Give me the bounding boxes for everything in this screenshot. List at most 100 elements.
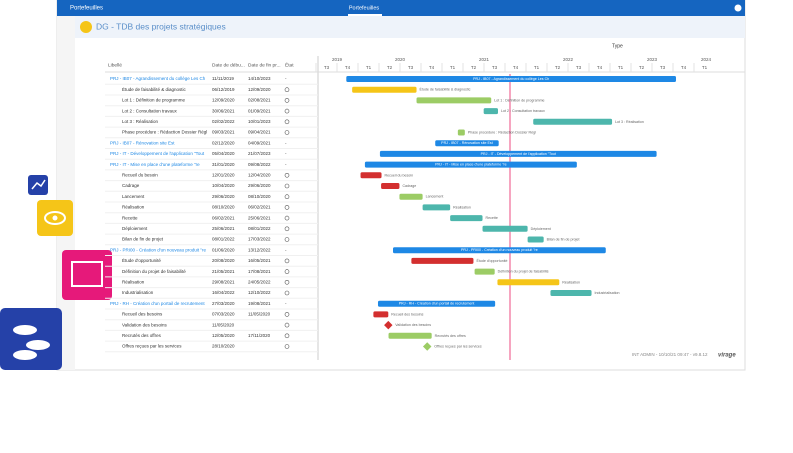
bar-label: PRJ - IT - Mise en place d'une plateform… [435, 163, 507, 167]
gantt-bar [346, 76, 676, 82]
gantt-bar [388, 332, 432, 339]
quarter-label: T1 [534, 65, 540, 70]
row-name: Phase procédure : Rédaction Dossier Régl [122, 130, 207, 135]
state-icon [284, 130, 290, 135]
row-name: Lot 3 : Réalisation [122, 119, 159, 124]
state-icon [284, 290, 290, 296]
row-end: 11/05/2020 [248, 312, 271, 317]
gantt-bar [416, 97, 492, 104]
row-end: 14/10/2023 [248, 76, 271, 81]
bar-label: Réalisation [562, 280, 580, 284]
quarter-label: T3 [576, 65, 582, 70]
quarter-label: T4 [429, 65, 435, 70]
row-end: 06/02/2021 [248, 205, 271, 210]
row-end: 17/03/2022 [248, 237, 271, 242]
row-start: 08/10/2020 [212, 205, 235, 210]
bar-label: PRJ - IB07 - Agrandissement du collège L… [473, 77, 549, 81]
bar-label: Étude d'opportunité [476, 258, 507, 263]
bar-label: PRJ - RH - Création d'un portail de recr… [399, 302, 475, 306]
bar-label: Étude de faisabilité & diagnostic [420, 87, 471, 92]
row-name: Recrutés des offres [122, 333, 162, 338]
quarter-label: T3 [660, 65, 666, 70]
row-start: 11/05/2020 [212, 322, 235, 327]
row-start: 09/03/2021 [212, 130, 235, 135]
row-start: 11/11/2019 [212, 76, 234, 81]
brand: virage [718, 353, 736, 359]
state-icon [284, 87, 290, 92]
row-name: Étude d'opportunité [122, 257, 161, 263]
bar-label: Lot 2 : Consultation travaux [501, 109, 545, 113]
row-end: 12/09/2020 [248, 87, 271, 92]
bar-label: Définition du projet de faisabilité [498, 270, 549, 274]
row-name: Lot 1 : Définition de programme [122, 98, 186, 103]
gantt-bar [352, 86, 417, 93]
row-state: - [285, 301, 287, 306]
quarter-label: T3 [492, 65, 498, 70]
gantt-bar [435, 140, 499, 147]
row-start: 02/02/2022 [212, 119, 235, 124]
row-end: 21/07/2023 [248, 151, 271, 156]
row-end: 24/05/2022 [248, 279, 271, 284]
row-start: 29/08/2021 [212, 279, 235, 284]
footer-info: INT ADMIN - 10/10/21 09:47 - v9.8.12 [632, 352, 708, 357]
gantt-bar [474, 268, 495, 275]
row-end: 17/11/2020 [248, 333, 271, 338]
quarter-label: T1 [618, 65, 624, 70]
row-start: 30/06/2021 [212, 108, 235, 113]
row-start: 16/04/2022 [212, 290, 235, 295]
gantt-bar [360, 172, 382, 179]
state-icon [284, 173, 290, 178]
row-end: 10/01/2023 [248, 119, 271, 124]
row-start: 12/05/2020 [212, 333, 235, 338]
row-start: 05/04/2020 [212, 151, 235, 156]
quarter-label: T1 [702, 65, 708, 70]
row-state: - [285, 151, 287, 156]
quarter-label: T4 [681, 65, 687, 70]
state-icon [284, 344, 290, 349]
state-icon [284, 98, 290, 103]
row-name: Lot 2 : Consultation travaux [122, 108, 178, 113]
gantt-bar [411, 257, 474, 264]
title-bar [75, 16, 745, 38]
row-end: 19/08/2021 [248, 301, 271, 306]
coin [13, 325, 37, 335]
quarter-label: T4 [597, 65, 603, 70]
chart-icon-line [31, 179, 46, 190]
bar-label: PRJ - PRI00 - Création d'un nouveau prod… [461, 248, 538, 252]
row-name: PRJ - RH - Création d'un portail de recr… [110, 301, 205, 306]
help-icon[interactable] [734, 4, 742, 12]
row-end: 12/04/2020 [248, 172, 271, 177]
state-icon [284, 269, 290, 274]
type-dropdown[interactable]: Type [612, 43, 623, 49]
row-start: 07/03/2020 [212, 312, 235, 317]
row-name: Recueil des besoins [122, 312, 163, 317]
row-start: 10/04/2020 [212, 183, 235, 188]
gantt-bar [399, 193, 423, 200]
row-name: Industrialisation [122, 290, 154, 295]
bar-label: PRJ - IB07 - Rénovation site Est [441, 141, 493, 145]
quarter-label: T1 [450, 65, 456, 70]
year-label: 2023 [647, 57, 658, 62]
footer-bg [630, 350, 740, 360]
state-icon [284, 322, 290, 328]
row-name: Lancement [122, 194, 145, 199]
row-end: 04/09/2021 [248, 140, 271, 145]
milestone [384, 320, 393, 330]
state-icon [284, 279, 290, 285]
tab[interactable]: Portefeuilles [349, 5, 380, 11]
bar-label: Bilan de fin de projet [547, 237, 580, 241]
window [56, 0, 746, 371]
column-header: Date de débu... [212, 62, 245, 68]
bar-label: PRJ - IT - Développement de l'applicatio… [481, 152, 556, 156]
row-end: 16/05/2021 [248, 258, 271, 263]
row-name: Réalisation [122, 279, 145, 284]
bar-label: Recueil des besoins [391, 312, 423, 316]
column-header: Date de fin pr... [248, 62, 281, 68]
gantt-bar [527, 236, 544, 243]
row-end: 09/04/2021 [248, 130, 271, 135]
gantt-bar [450, 215, 483, 222]
gantt-bar [393, 247, 606, 254]
quarter-label: T2 [639, 65, 645, 70]
row-name: PRJ - PRI00 - Création d'un nouveau prod… [110, 247, 207, 252]
logo [80, 21, 92, 33]
